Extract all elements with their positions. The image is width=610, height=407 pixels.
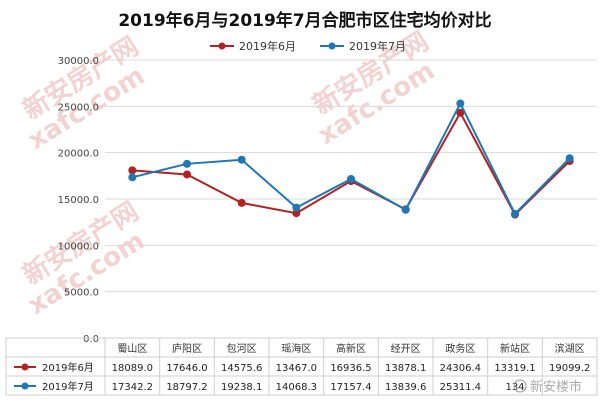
y-tick-label: 25000.0 [58,102,99,113]
y-tick-label: 20000.0 [58,149,99,160]
wechat-badge: 新安楼市 [513,379,582,395]
data-point [237,198,246,207]
y-tick-label: 10000.0 [58,241,99,252]
data-point [183,170,191,179]
category-label: 庐阳区 [172,342,202,355]
table-cell-value: 19099.2 [549,363,590,374]
data-point [292,203,301,212]
category-label: 经开区 [391,342,421,355]
table-cell-value: 134 [505,382,524,393]
data-point [237,155,246,164]
category-label: 滨湖区 [555,342,585,355]
table-legend-marker [21,382,29,390]
y-tick-label: 15000.0 [58,195,99,206]
table-cell-value: 18797.2 [166,382,207,393]
table-series-name: 2019年7月 [42,380,94,393]
table-cell-value: 13319.1 [494,363,535,374]
table-cell-value: 17157.4 [330,382,371,393]
category-label: 政务区 [445,342,475,355]
table-series-name: 2019年6月 [42,361,94,374]
table-cell-value: 14068.3 [276,382,317,393]
table-cell-value: 25311.4 [440,382,481,393]
table-cell-value: 17646.0 [166,363,207,374]
category-label: 蜀山区 [117,343,147,355]
table-cell-value: 13467.0 [276,363,317,374]
data-point [183,159,191,168]
table-cell-value: 16936.5 [330,363,371,374]
wechat-icon [513,379,527,393]
y-tick-label: 5000.0 [64,288,99,299]
table-cell-value: 14575.6 [221,363,262,374]
y-tick-label: 0.0 [83,334,99,345]
table-cell-value: 13878.1 [385,363,426,374]
data-point [347,175,355,184]
legend-marker-2 [328,42,336,50]
legend-label-2: 2019年7月 [349,39,406,53]
table-cell-value: 13839.6 [385,382,426,393]
legend-marker-1 [218,42,226,50]
category-label: 瑶海区 [281,342,311,355]
data-point [456,99,465,108]
data-point [292,209,301,218]
watermark-group: 新安房产网 xafc.com 新安房产网 xafc.com 新安房产网 xafc… [17,26,440,321]
table-cell-value: 19238.1 [221,382,262,393]
data-point [401,205,410,214]
data-point [128,166,137,175]
category-label: 高新区 [336,342,366,355]
chart-title: 2019年6月与2019年7月合肥市区住宅均价对比 [118,10,491,31]
table-legend-marker [21,363,29,371]
data-point [565,154,574,163]
table-cell-value: 18089.0 [112,363,153,374]
category-label: 新站区 [500,342,530,355]
table-cell-value: 24306.4 [440,363,481,374]
legend-label-1: 2019年6月 [239,39,296,53]
data-point [511,209,519,218]
data-table: 蜀山区 庐阳区 包河区 瑶海区 高新区 经开区 政务区 新站区 滨湖区 2019年6月 18089.… [5,337,598,396]
category-label: 包河区 [227,342,257,355]
data-point [128,173,137,182]
y-tick-label: 30000.0 [58,56,99,67]
legend: 2019年6月 2019年7月 [210,39,406,53]
plot-area [128,99,574,219]
table-cell-value: 17342.2 [112,382,153,393]
wechat-account-label: 新安楼市 [530,379,582,395]
data-point [456,108,465,117]
